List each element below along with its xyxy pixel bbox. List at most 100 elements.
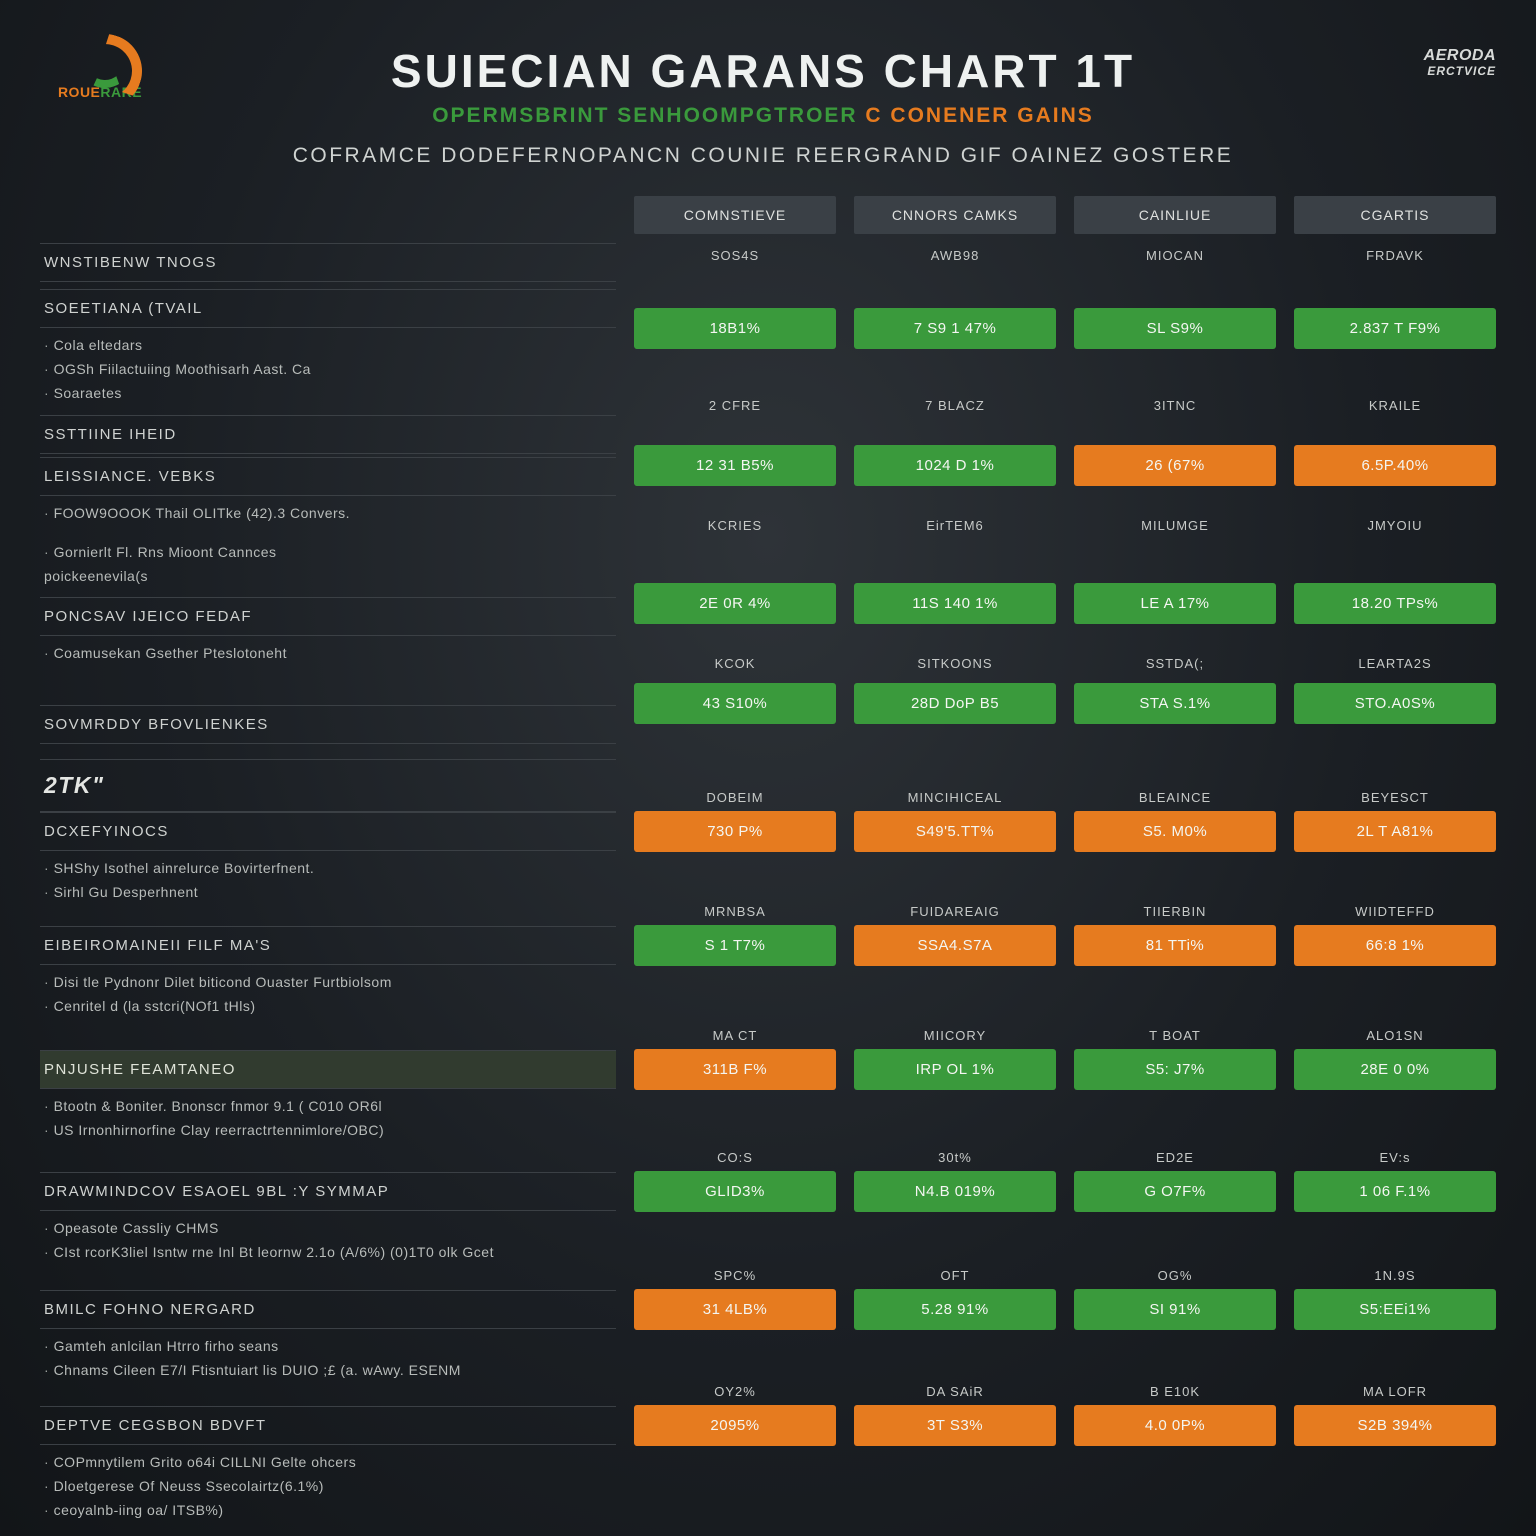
data-cell: MILUMGE xyxy=(1074,512,1276,572)
value-chip: 2L T A81% xyxy=(1294,811,1496,852)
data-cell: SITKOONS xyxy=(854,650,1056,680)
column-header: CAINLIUE xyxy=(1074,196,1276,234)
section-line: Disi tle Pydnonr Dilet biticond Ouaster … xyxy=(44,973,612,991)
data-cell: 30t%N4.B 019% xyxy=(854,1144,1056,1262)
data-cell: BEYESCT2L T A81% xyxy=(1294,784,1496,898)
data-cell: MA LOFRS2B 394% xyxy=(1294,1378,1496,1504)
section-line: COPmnytilem Grito o64i CILLNI Gelte ohce… xyxy=(44,1453,612,1471)
value-chip: 28D DoP B5 xyxy=(854,683,1056,724)
value-chip: 2.837 T F9% xyxy=(1294,308,1496,349)
data-cell: SOS4S xyxy=(634,242,836,288)
section-line: Dloetgerese Of Neuss Ssecolairtz(6.1%) xyxy=(44,1477,612,1495)
data-cell xyxy=(854,734,1056,784)
section-heading: DCXEFYINOCS xyxy=(40,812,616,851)
cell-label: AWB98 xyxy=(854,242,1056,269)
value-chip: 18B1% xyxy=(634,308,836,349)
section-line: Sirhl Gu Desperhnent xyxy=(44,883,612,901)
section-line: Opeasote Cassliy CHMS xyxy=(44,1219,612,1237)
value-chip: SI 91% xyxy=(1074,1289,1276,1330)
cell-label: BLEAINCE xyxy=(1074,784,1276,811)
data-cell: LE A 17% xyxy=(1074,572,1276,650)
section-heading: 2TK" xyxy=(40,759,616,812)
data-cell: B E10K4.0 0P% xyxy=(1074,1378,1276,1504)
section-block: WNSTIBENW TNOGS xyxy=(40,243,616,289)
value-chip: S49'5.TT% xyxy=(854,811,1056,852)
cell-label: OY2% xyxy=(634,1378,836,1405)
section-block: DRAWMINDCOV ESAOEL 9BL :Y SYMMAPOpeasote… xyxy=(40,1172,616,1290)
section-heading: WNSTIBENW TNOGS xyxy=(40,243,616,282)
section-heading: BMILC FOHNO NERGARD xyxy=(40,1290,616,1329)
value-chip: STO.A0S% xyxy=(1294,683,1496,724)
data-cell: 26 (67% xyxy=(1074,434,1276,512)
data-column: CAINLIUE MIOCAN SL S9% 3ITNC 26 (67%MILUMGE L… xyxy=(1074,196,1276,1532)
cell-label: JMYOIU xyxy=(1294,512,1496,539)
data-cell: T BOATS5: J7% xyxy=(1074,1022,1276,1144)
cell-label: BEYESCT xyxy=(1294,784,1496,811)
value-chip: 311B F% xyxy=(634,1049,836,1090)
value-chip: 4.0 0P% xyxy=(1074,1405,1276,1446)
data-cell: SSTDA(; xyxy=(1074,650,1276,680)
data-cell: JMYOIU xyxy=(1294,512,1496,572)
section-line: Chnams Cileen E7/I Ftisntuiart lis DUIO … xyxy=(44,1361,612,1379)
data-cell: 18B1% xyxy=(634,288,836,392)
comparison-grid: WNSTIBENW TNOGS SOEETIANA (TVAIL Cola elte… xyxy=(40,196,1496,1532)
section-block: DEPTVE CEGSBON BDVFT COPmnytilem Grito o6… xyxy=(40,1406,616,1532)
cell-label: EirTEM6 xyxy=(854,512,1056,539)
data-column: COMNSTIEVESOS4S18B1%2 CFRE12 31 B5%KCRIE… xyxy=(634,196,836,1532)
data-cell: 1024 D 1% xyxy=(854,434,1056,512)
page-subtitle-1: OPERMSBRINT SENHOOMPGTROER C CONENER GAI… xyxy=(160,104,1366,128)
section-block: SSTTIINE IHEID xyxy=(40,415,616,457)
data-cell: CO:SGLID3% xyxy=(634,1144,836,1262)
cell-label: B E10K xyxy=(1074,1378,1276,1405)
page-title: SUIECIAN GARANS CHART 1T xyxy=(160,44,1366,98)
data-cell: 1N.9SS5:EEi1% xyxy=(1294,1262,1496,1378)
value-chip: LE A 17% xyxy=(1074,583,1276,624)
data-cell: OG%SI 91% xyxy=(1074,1262,1276,1378)
data-cell: WIIDTEFFD66:8 1% xyxy=(1294,898,1496,1022)
data-cell: KCRIES xyxy=(634,512,836,572)
section-heading: SSTTIINE IHEID xyxy=(40,415,616,454)
section-line: Btootn & Boniter. Bnonscr fnmor 9.1 ( C0… xyxy=(44,1097,612,1115)
cell-label: KCOK xyxy=(634,650,836,677)
data-column: CNNORS CAMKSAWB987 S9 1 47%7 BLACZ1024 D… xyxy=(854,196,1056,1532)
section-heading: PONCSAV IJEICO FEDAF xyxy=(40,597,616,636)
data-cell: MIOCAN xyxy=(1074,242,1276,288)
left-column: WNSTIBENW TNOGS SOEETIANA (TVAIL Cola elte… xyxy=(40,196,616,1532)
cell-label: WIIDTEFFD xyxy=(1294,898,1496,925)
cell-label: DOBEIM xyxy=(634,784,836,811)
section-line: Cola eltedars xyxy=(44,336,612,354)
cell-label: SOS4S xyxy=(634,242,836,269)
cell-label: 1N.9S xyxy=(1294,1262,1496,1289)
value-chip: 66:8 1% xyxy=(1294,925,1496,966)
section-heading: LEISSIANCE. VEBKS xyxy=(40,457,616,496)
page-subtitle-2: COFRAMCE DODEFERNOPANCN COUNIE REERGRAND… xyxy=(160,144,1366,168)
data-cell: 43 S10% xyxy=(634,680,836,734)
cell-label: EV:s xyxy=(1294,1144,1496,1171)
data-cell: EirTEM6 xyxy=(854,512,1056,572)
value-chip: 12 31 B5% xyxy=(634,445,836,486)
value-chip: 28E 0 0% xyxy=(1294,1049,1496,1090)
data-cell: STA S.1% xyxy=(1074,680,1276,734)
value-chip: S5: J7% xyxy=(1074,1049,1276,1090)
cell-label: MIICORY xyxy=(854,1022,1056,1049)
cell-label: ED2E xyxy=(1074,1144,1276,1171)
data-cell: FUIDAREAIGSSA4.S7A xyxy=(854,898,1056,1022)
cell-label: FUIDAREAIG xyxy=(854,898,1056,925)
data-cell: MRNBSAS 1 T7% xyxy=(634,898,836,1022)
section-line: Gornierlt Fl. Rns Mioont Cannces xyxy=(44,543,612,561)
value-chip: 1024 D 1% xyxy=(854,445,1056,486)
cell-label: 3ITNC xyxy=(1074,392,1276,419)
data-cell: BLEAINCES5. M0% xyxy=(1074,784,1276,898)
column-header: CGARTIS xyxy=(1294,196,1496,234)
section-line: Soaraetes xyxy=(44,384,612,402)
section-line: Cenritel d (la sstcri(NOf1 tHls) xyxy=(44,997,612,1015)
value-chip: G O7F% xyxy=(1074,1171,1276,1212)
data-cell: DA SAiR3T S3% xyxy=(854,1378,1056,1504)
column-header: CNNORS CAMKS xyxy=(854,196,1056,234)
section-heading: DEPTVE CEGSBON BDVFT xyxy=(40,1406,616,1445)
section-block xyxy=(40,675,616,705)
brand-logo-left: ROUERARE xyxy=(40,38,160,100)
value-chip: SL S9% xyxy=(1074,308,1276,349)
section-heading: SOEETIANA (TVAIL xyxy=(40,289,616,328)
cell-label: CO:S xyxy=(634,1144,836,1171)
